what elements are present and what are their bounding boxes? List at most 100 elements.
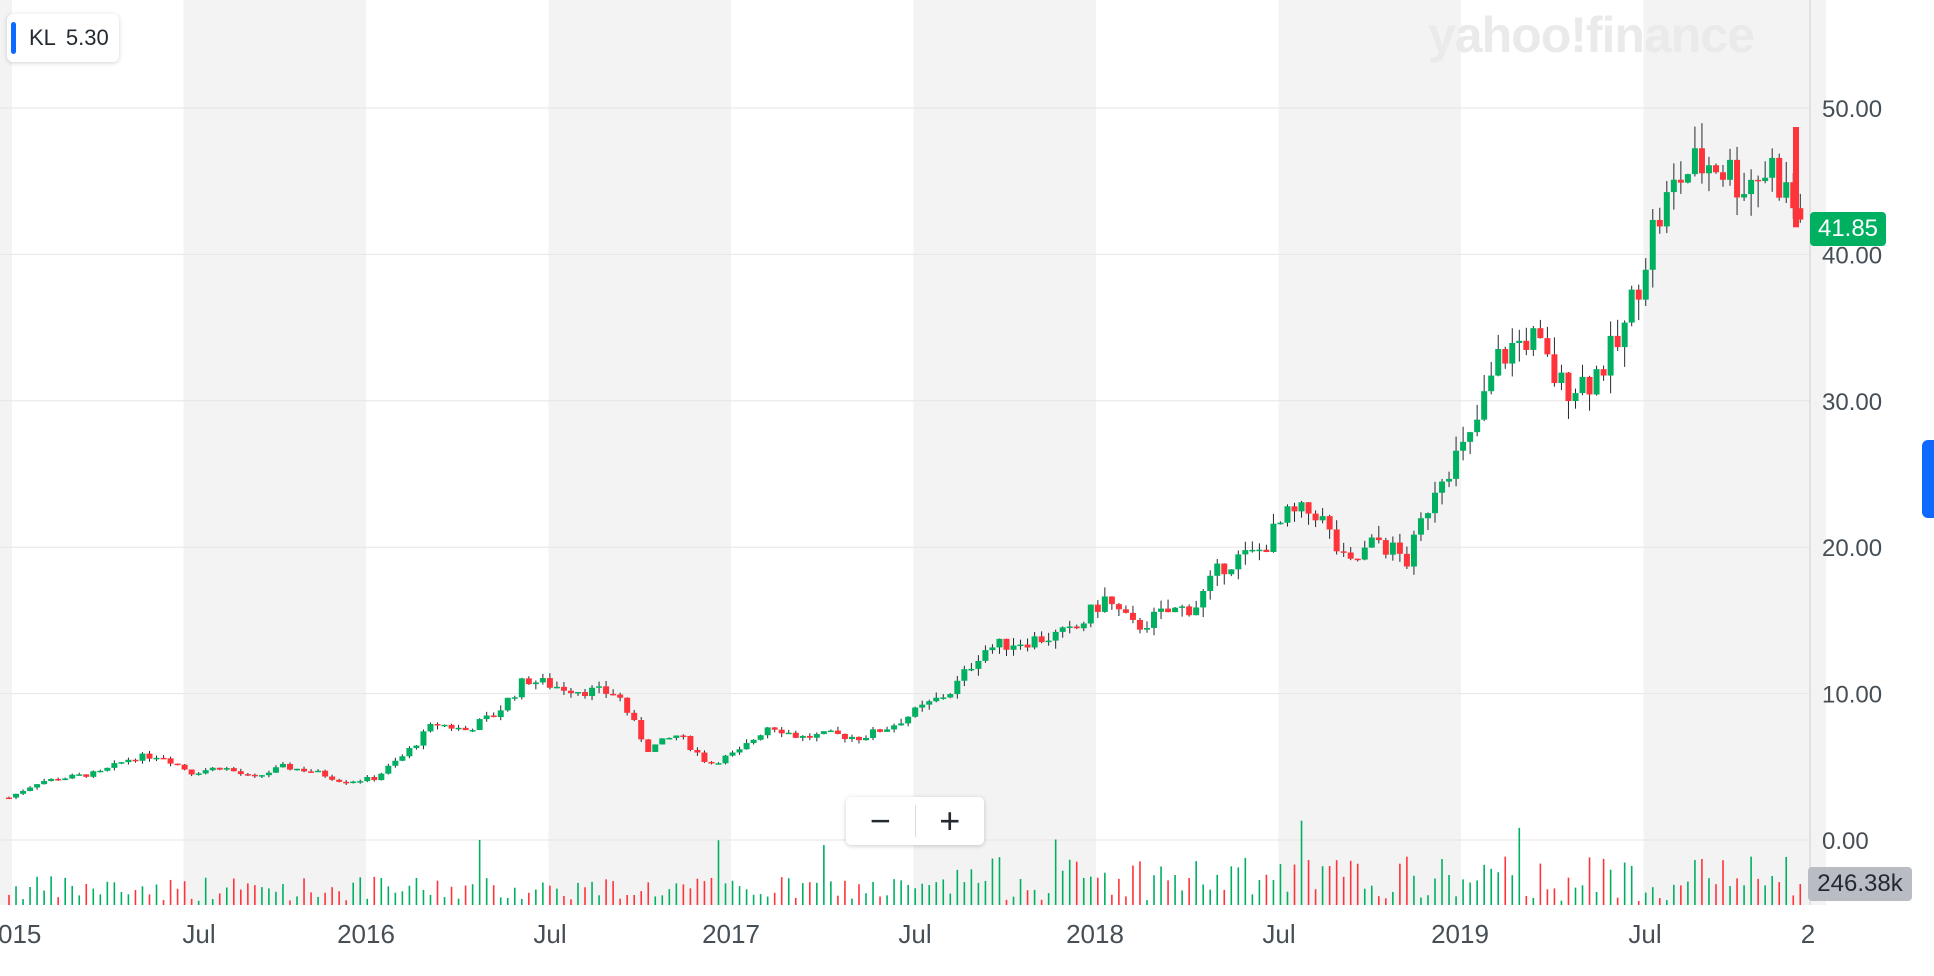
candle-body (603, 686, 610, 694)
candle-body (764, 727, 771, 736)
volume-bar (513, 887, 516, 905)
volume-bar (851, 898, 853, 905)
volume-bar (724, 883, 727, 905)
candle-body (863, 737, 870, 741)
side-panel-toggle[interactable] (1922, 440, 1934, 518)
candle-body (652, 744, 659, 752)
volume-bar (232, 878, 235, 905)
candle-body (1354, 558, 1361, 561)
zoom-in-button[interactable]: + (939, 800, 961, 841)
candle-body (1143, 627, 1150, 630)
y-tick-label: 50.00 (1822, 96, 1882, 123)
period-band (913, 0, 1096, 905)
candle-body (659, 738, 666, 745)
candle-body (462, 727, 469, 731)
volume-bar (577, 882, 579, 905)
volume-bar (1792, 895, 1795, 905)
volume-bar (443, 897, 446, 905)
volume-bar (415, 877, 418, 905)
candle-body (1193, 607, 1200, 616)
volume-bar (450, 886, 453, 905)
candle-body (6, 797, 12, 800)
volume-bar (1378, 896, 1380, 905)
volume-bar (345, 900, 347, 905)
volume-bar (970, 869, 973, 905)
candle-body (912, 707, 919, 717)
candle-body (1340, 551, 1347, 553)
volume-bar (8, 894, 10, 905)
candle-body (1565, 372, 1572, 402)
candle-body (181, 764, 188, 770)
candle-body (708, 761, 715, 764)
volume-bar (268, 888, 270, 905)
candle-body (518, 678, 525, 698)
volume-bar (1188, 878, 1190, 905)
candle-body (617, 694, 624, 698)
candle-body (48, 778, 55, 782)
volume-bar (535, 889, 537, 905)
volume-bar (794, 897, 797, 905)
volume-bar (1349, 860, 1352, 905)
volume-bar (1104, 872, 1106, 905)
volume-bar (78, 895, 81, 905)
volume-bar (1293, 864, 1296, 905)
candle-body (736, 749, 743, 753)
candle-body (1038, 636, 1045, 643)
candle-body (820, 731, 827, 735)
volume-bar (1118, 878, 1120, 905)
candle-body (1705, 165, 1712, 174)
candle-body (1263, 549, 1270, 552)
volume-bar (408, 885, 411, 905)
candle-body (34, 784, 41, 788)
volume-bar (492, 885, 495, 905)
volume-bar (1511, 875, 1514, 905)
volume-bar (282, 884, 284, 905)
candle-body (1305, 502, 1312, 514)
candle-body (167, 758, 174, 764)
candle-body (1059, 627, 1066, 632)
candle-body (286, 763, 293, 770)
volume-bar (605, 879, 607, 905)
volume-bar (1244, 857, 1247, 905)
candle-body (1235, 554, 1242, 570)
x-tick-label: 2 (1801, 919, 1815, 949)
candle-body (1242, 550, 1249, 555)
volume-bar (1111, 894, 1113, 905)
candle-body (371, 776, 378, 781)
volume-bar (380, 877, 383, 905)
volume-bar (1061, 870, 1064, 905)
volume-bar (1757, 878, 1759, 905)
volume-bar (1209, 889, 1212, 905)
volume-bar (1321, 866, 1324, 905)
zoom-out-button[interactable]: − (869, 800, 891, 841)
candle-body (1375, 537, 1382, 541)
volume-bar (689, 888, 692, 905)
candle-body (926, 701, 933, 705)
volume-bar (1560, 900, 1563, 905)
volume-bar (324, 892, 326, 905)
volume-bar (1687, 881, 1689, 905)
ticker-chip[interactable]: KL 5.30 (7, 14, 119, 62)
candle-body (83, 774, 90, 777)
volume-bar (478, 839, 481, 905)
volume-bar (780, 877, 783, 905)
volume-bar (654, 896, 657, 905)
candle-body (701, 752, 708, 762)
volume-bar (225, 887, 228, 905)
candle-body (1158, 608, 1165, 612)
volume-bar (352, 882, 355, 905)
candle-body (1530, 328, 1537, 350)
x-tick-label: 2018 (1066, 919, 1124, 949)
volume-bar (1342, 876, 1345, 905)
candle-body (954, 680, 961, 695)
volume-bar (773, 892, 776, 905)
volume-bar (942, 879, 945, 905)
candle-body (350, 781, 357, 784)
candle-body (1551, 354, 1558, 384)
volume-bar (1097, 877, 1099, 905)
candle-body (1017, 644, 1024, 647)
candle-body (1748, 179, 1755, 195)
candle-body (1523, 340, 1530, 350)
candle-body (1347, 552, 1354, 559)
